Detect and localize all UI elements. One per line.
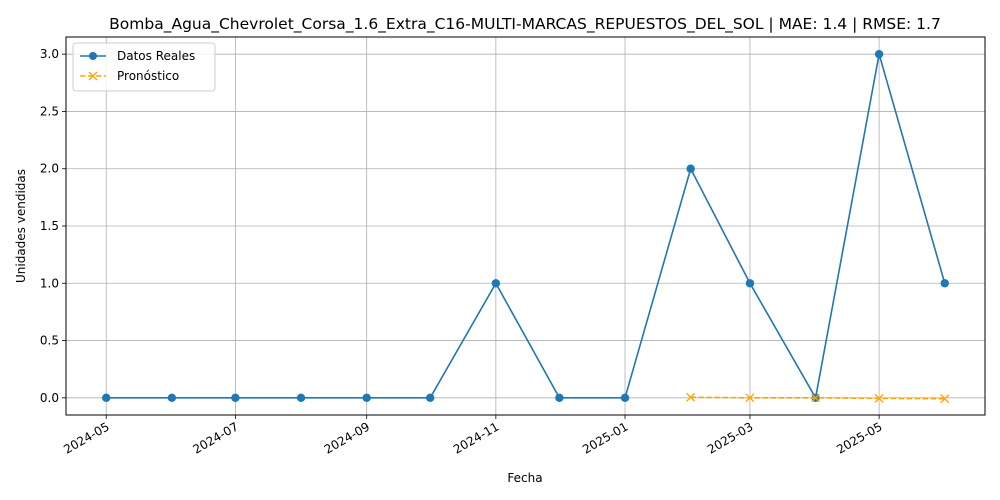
legend-marker-forecast — [88, 71, 98, 81]
series-layer — [102, 49, 950, 404]
marker-stroke — [811, 393, 821, 403]
legend-marker-real — [89, 52, 97, 60]
data-point — [167, 393, 177, 403]
data-point — [874, 393, 884, 403]
legend-frame — [72, 42, 216, 92]
marker-stroke — [88, 71, 98, 81]
legend-label-forecast: Pronóstico — [117, 69, 179, 83]
legend-x-marker — [88, 71, 98, 81]
data-point — [940, 279, 949, 288]
marker-stroke — [745, 393, 755, 403]
data-point — [874, 49, 884, 59]
data-point — [426, 393, 435, 403]
data-point — [362, 393, 371, 403]
marker-stroke — [874, 393, 884, 403]
data-point — [811, 393, 821, 403]
data-point — [940, 394, 950, 404]
y-tick-label: 0.5 — [40, 334, 59, 348]
legend-label-real: Datos Reales — [117, 49, 195, 63]
y-axis-label: Unidades vendidas — [14, 169, 28, 283]
data-point — [620, 393, 630, 403]
y-tick-label: 1.5 — [40, 219, 59, 233]
y-tick-label: 0.0 — [40, 391, 59, 405]
data-point — [745, 393, 755, 403]
data-point — [231, 393, 240, 403]
data-point — [555, 393, 564, 403]
x-axis-label: Fecha — [507, 471, 542, 485]
y-tick-label: 3.0 — [40, 47, 59, 61]
data-point — [491, 279, 501, 288]
data-point — [745, 279, 755, 288]
data-point — [686, 392, 696, 402]
data-point — [686, 164, 695, 173]
data-point — [102, 393, 111, 403]
y-tick-label: 1.0 — [40, 276, 59, 290]
y-axis: 0.0 0.5 1.0 1.5 2.0 2.5 3.0 — [40, 47, 66, 405]
data-point — [296, 393, 306, 403]
marker-stroke — [940, 394, 950, 404]
y-tick-label: 2.0 — [40, 162, 59, 176]
y-tick-label: 2.5 — [40, 104, 59, 118]
chart-title: Bomba_Agua_Chevrolet_Corsa_1.6_Extra_C16… — [109, 15, 941, 34]
marker-stroke — [686, 392, 696, 402]
series-line-0 — [106, 53, 946, 401]
legend: Datos Reales Pronóstico — [72, 42, 216, 92]
